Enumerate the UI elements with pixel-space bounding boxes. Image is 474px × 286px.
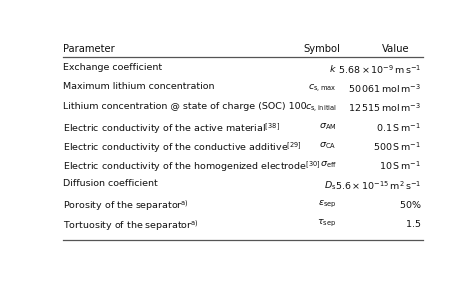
Text: $5.68 \times 10^{-9}\,\mathrm{m\,s^{-1}}$: $5.68 \times 10^{-9}\,\mathrm{m\,s^{-1}}… xyxy=(337,63,421,76)
Text: $500\,\mathrm{S\,m^{-1}}$: $500\,\mathrm{S\,m^{-1}}$ xyxy=(374,140,421,153)
Text: $c_{\mathrm{s,initial}}$: $c_{\mathrm{s,initial}}$ xyxy=(305,102,337,114)
Text: Parameter: Parameter xyxy=(63,44,115,54)
Text: $12\,515\,\mathrm{mol\,m^{-3}}$: $12\,515\,\mathrm{mol\,m^{-3}}$ xyxy=(348,102,421,114)
Text: Electric conductivity of the active material$^{[38]}$: Electric conductivity of the active mate… xyxy=(63,121,280,136)
Text: Value: Value xyxy=(382,44,409,54)
Text: $\varepsilon_{\mathrm{sep}}$: $\varepsilon_{\mathrm{sep}}$ xyxy=(318,198,337,210)
Text: $\sigma_{\mathrm{CA}}$: $\sigma_{\mathrm{CA}}$ xyxy=(319,140,337,151)
Text: $\tau_{\mathrm{sep}}$: $\tau_{\mathrm{sep}}$ xyxy=(318,218,337,229)
Text: Porosity of the separator$^{\mathrm{a)}}$: Porosity of the separator$^{\mathrm{a)}}… xyxy=(63,198,189,213)
Text: Symbol: Symbol xyxy=(303,44,340,54)
Text: $5.6 \times 10^{-15}\,\mathrm{m^{2}\,s^{-1}}$: $5.6 \times 10^{-15}\,\mathrm{m^{2}\,s^{… xyxy=(335,179,421,192)
Text: $c_{\mathrm{s,max}}$: $c_{\mathrm{s,max}}$ xyxy=(308,82,337,94)
Text: Exchange coefficient: Exchange coefficient xyxy=(63,63,162,72)
Text: $50\%$: $50\%$ xyxy=(399,198,421,210)
Text: $1.5$: $1.5$ xyxy=(405,218,421,229)
Text: $0.1\,\mathrm{S\,m^{-1}}$: $0.1\,\mathrm{S\,m^{-1}}$ xyxy=(376,121,421,134)
Text: $D_{\mathrm{s}}$: $D_{\mathrm{s}}$ xyxy=(324,179,337,192)
Text: $k$: $k$ xyxy=(329,63,337,74)
Text: Electric conductivity of the homogenized electrode$^{[30]}$: Electric conductivity of the homogenized… xyxy=(63,160,320,174)
Text: $50\,061\,\mathrm{mol\,m^{-3}}$: $50\,061\,\mathrm{mol\,m^{-3}}$ xyxy=(348,82,421,95)
Text: Electric conductivity of the conductive additive$^{[29]}$: Electric conductivity of the conductive … xyxy=(63,140,302,155)
Text: $\sigma_{\mathrm{eff}}$: $\sigma_{\mathrm{eff}}$ xyxy=(319,160,337,170)
Text: $\sigma_{\mathrm{AM}}$: $\sigma_{\mathrm{AM}}$ xyxy=(319,121,337,132)
Text: $10\,\mathrm{S\,m^{-1}}$: $10\,\mathrm{S\,m^{-1}}$ xyxy=(379,160,421,172)
Text: Diffusion coefficient: Diffusion coefficient xyxy=(63,179,158,188)
Text: Tortuosity of the separator$^{\mathrm{a)}}$: Tortuosity of the separator$^{\mathrm{a)… xyxy=(63,218,199,233)
Text: Lithium concentration @ state of charge (SOC) 100: Lithium concentration @ state of charge … xyxy=(63,102,307,111)
Text: Maximum lithium concentration: Maximum lithium concentration xyxy=(63,82,214,91)
